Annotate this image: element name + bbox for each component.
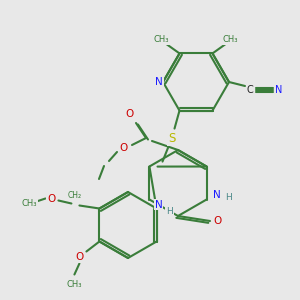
- Text: O: O: [126, 109, 134, 119]
- Text: O: O: [214, 216, 222, 226]
- Text: C: C: [247, 85, 254, 95]
- Text: S: S: [168, 132, 175, 145]
- Text: O: O: [120, 143, 128, 153]
- Text: N: N: [154, 200, 162, 209]
- Text: CH₂: CH₂: [68, 191, 82, 200]
- Text: N: N: [155, 77, 163, 87]
- Text: O: O: [47, 194, 56, 203]
- Text: CH₃: CH₃: [67, 280, 82, 289]
- Text: CH₃: CH₃: [223, 35, 238, 44]
- Text: CH₃: CH₃: [22, 199, 37, 208]
- Text: N: N: [213, 190, 220, 200]
- Text: H: H: [166, 207, 173, 216]
- Text: H: H: [225, 193, 232, 202]
- Text: N: N: [275, 85, 283, 95]
- Text: O: O: [75, 253, 83, 262]
- Text: CH₃: CH₃: [154, 35, 169, 44]
